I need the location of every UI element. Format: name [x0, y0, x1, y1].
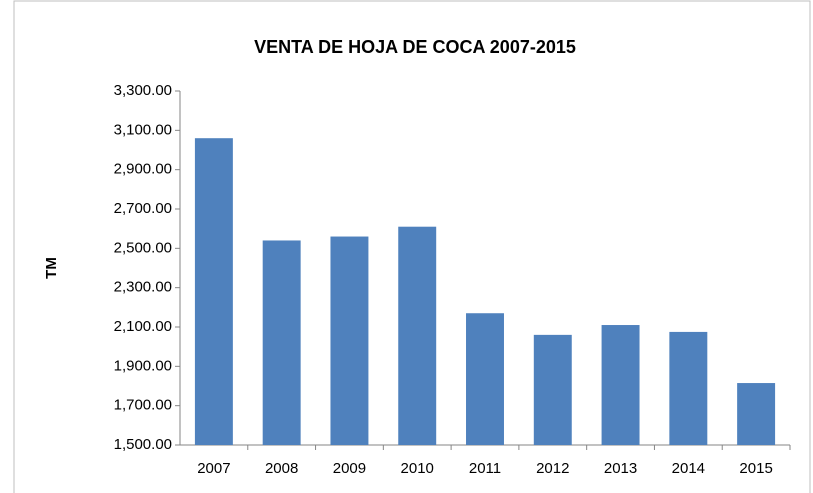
y-tick-label: 2,900.00 — [114, 161, 172, 178]
y-tick-label: 3,100.00 — [114, 121, 172, 138]
x-tick-label: 2009 — [333, 460, 366, 477]
chart-title: VENTA DE HOJA DE COCA 2007-2015 — [254, 37, 576, 57]
y-tick-label: 3,300.00 — [114, 82, 172, 99]
y-tick-label: 1,500.00 — [114, 436, 172, 453]
x-tick-label: 2015 — [739, 460, 772, 477]
bar — [601, 325, 640, 445]
x-tick-label: 2011 — [469, 460, 501, 477]
y-tick-label: 1,700.00 — [114, 397, 172, 414]
y-tick-label: 2,700.00 — [114, 200, 172, 217]
y-tick-label: 2,100.00 — [114, 318, 172, 335]
x-tick-label: 2007 — [197, 460, 230, 477]
x-tick-label: 2013 — [604, 460, 637, 477]
bar — [737, 383, 776, 445]
y-tick-label: 2,500.00 — [114, 239, 172, 256]
bar — [669, 331, 708, 445]
x-tick-label: 2010 — [401, 460, 434, 477]
x-tick-label: 2014 — [672, 460, 705, 477]
y-tick-label: 1,900.00 — [114, 357, 172, 374]
bar — [194, 138, 233, 445]
x-tick-label: 2008 — [265, 460, 298, 477]
bar — [466, 313, 504, 445]
bar — [262, 240, 301, 445]
y-axis-title: TM — [43, 257, 60, 279]
bar — [533, 334, 572, 445]
x-tick-label: 2012 — [536, 460, 569, 477]
bar — [330, 236, 369, 445]
y-tick-label: 2,300.00 — [114, 279, 172, 296]
bar — [398, 226, 437, 445]
